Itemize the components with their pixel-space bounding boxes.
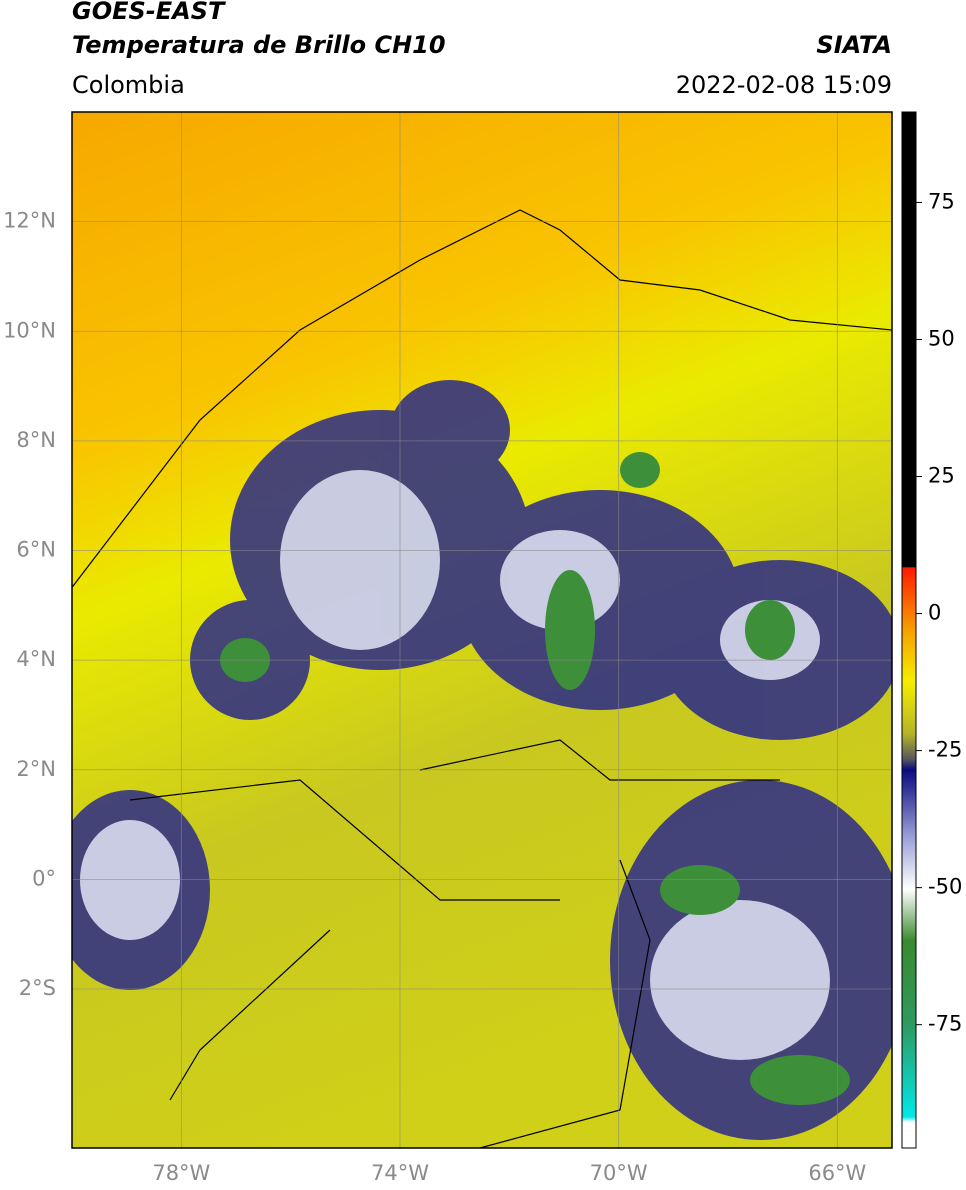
region: Colombia [72,71,185,99]
colorbar-tick-label: 50 [928,326,955,350]
title: GOES-EAST [72,0,226,25]
graticule [72,112,892,1148]
map-frame [71,111,893,1149]
y-tick-label: 12°N [3,209,56,233]
x-tick-label: 74°W [371,1161,429,1185]
y-tick-label: 2°N [16,757,56,781]
y-tick-label: 2°S [19,976,56,1000]
colorbar-tick-label: 0 [928,601,941,625]
y-tick-label: 6°N [16,538,56,562]
x-tick-label: 78°W [152,1161,210,1185]
colorbar-tick-label: -75 [928,1012,962,1036]
colorbar-tick-label: 75 [928,189,955,213]
subtitle: Temperatura de Brillo CH10 [72,31,446,59]
source: SIATA [816,31,892,59]
colorbar-tick-label: -25 [928,738,962,762]
y-tick-label: 4°N [16,647,56,671]
x-tick-label: 70°W [590,1161,648,1185]
colorbar-tick-label: -50 [928,875,962,899]
map-image [72,112,892,1148]
colorbar-tick-label: 25 [928,464,955,488]
colorbar [901,111,917,1149]
y-tick-label: 10°N [3,318,56,342]
datetime: 2022-02-08 15:09 [676,71,892,99]
borders [72,209,892,1148]
y-tick-label: 8°N [16,428,56,452]
y-tick-label: 0° [32,866,56,890]
x-tick-label: 66°W [808,1161,866,1185]
